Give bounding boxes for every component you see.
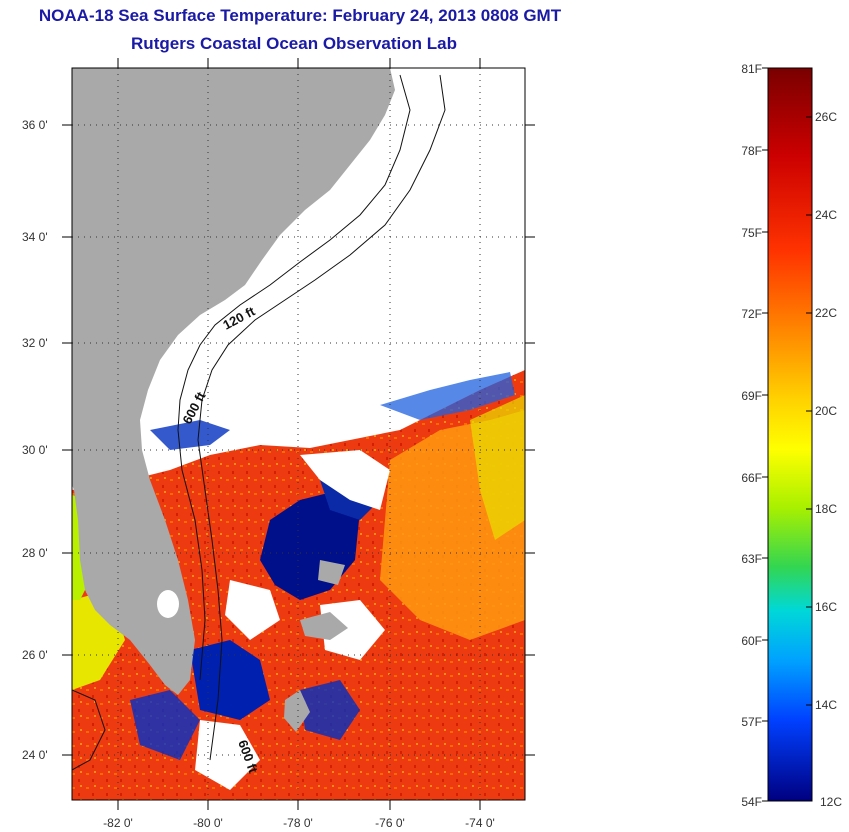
colorbar-c-label: 24C <box>815 208 837 222</box>
colorbar-f-label: 69F <box>741 389 762 403</box>
contour-600ft <box>197 74 446 761</box>
lat-tick-label: 32 0' <box>22 336 48 350</box>
lat-tick-label: 24 0' <box>22 748 48 762</box>
colorbar-c-label: 12C <box>820 795 842 809</box>
colorbar-c-label: 22C <box>815 306 837 320</box>
chart-title: NOAA-18 Sea Surface Temperature: Februar… <box>38 6 562 25</box>
colorbar-f-label: 78F <box>741 144 762 158</box>
contour-120ft <box>177 74 411 681</box>
colorbar-f-label: 63F <box>741 552 762 566</box>
colorbar-c-label: 20C <box>815 404 837 418</box>
colorbar <box>767 67 813 802</box>
colorbar-c-label: 18C <box>815 502 837 516</box>
colorbar-f-label: 81F <box>741 62 762 76</box>
colorbar-f-label: 75F <box>741 226 762 240</box>
colorbar-c-label: 14C <box>815 698 837 712</box>
colorbar-f-label: 60F <box>741 634 762 648</box>
colorbar-f-label: 72F <box>741 307 762 321</box>
lat-tick-label: 30 0' <box>22 443 48 457</box>
lon-tick-label: -76 0' <box>375 816 405 830</box>
lat-tick-label: 26 0' <box>22 648 48 662</box>
lat-tick-label: 36 0' <box>22 118 48 132</box>
lat-tick-label: 34 0' <box>22 230 48 244</box>
colorbar-f-label: 54F <box>741 795 762 809</box>
colorbar-f-label: 66F <box>741 471 762 485</box>
chart-subtitle: Rutgers Coastal Ocean Observation Lab <box>131 34 457 53</box>
lon-tick-label: -78 0' <box>283 816 313 830</box>
lon-tick-label: -80 0' <box>193 816 223 830</box>
colorbar-f-label: 57F <box>741 715 762 729</box>
lon-tick-label: -82 0' <box>103 816 133 830</box>
lon-tick-label: -74 0' <box>465 816 495 830</box>
lat-tick-label: 28 0' <box>22 546 48 560</box>
graticule <box>72 68 525 800</box>
colorbar-c-label: 16C <box>815 600 837 614</box>
land-mass <box>72 68 395 695</box>
colorbar-c-label: 26C <box>815 110 837 124</box>
